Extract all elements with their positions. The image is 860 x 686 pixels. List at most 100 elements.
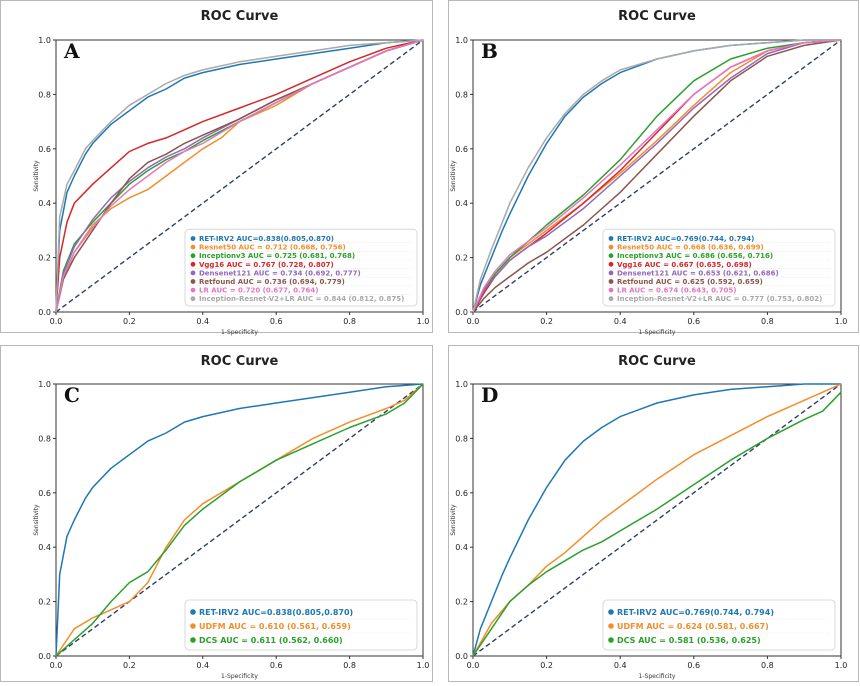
panel-d-legend-marker-1 (608, 609, 614, 615)
panel-d-title: ROC Curve (618, 354, 696, 369)
panel-c-letter: C (64, 383, 80, 407)
panel-b-axes-frame (472, 39, 842, 313)
panel-d-chance-diagonal (472, 383, 842, 657)
panel-b-ytick-label: 0.4 (455, 199, 468, 208)
panel-c-legend-label-3: DCS AUC = 0.611 (0.562, 0.660) (199, 636, 343, 645)
panel-c-ytick-label: 0.8 (38, 434, 51, 443)
panel-a-ylabel: Sensitivity (33, 160, 40, 192)
panel-d-legend-box (602, 599, 836, 651)
panel-d-ytick-label: 0.6 (455, 489, 468, 498)
panel-b-ytick-label: 0.8 (455, 90, 468, 99)
panel-d-xtick-label: 0.4 (614, 661, 627, 670)
panel-b-legend-marker-6 (608, 279, 614, 284)
panel-a-legend-label-7: LR AUC = 0.720 (0.677, 0.764) (199, 287, 318, 295)
panel-c-ytick-label: 1.0 (38, 380, 51, 389)
panel-b-xtick-label: 0.0 (467, 317, 480, 326)
panel-d-xtick-label: 0.2 (540, 661, 553, 670)
panel-b-legend-label-3: Inceptionv3 AUC = 0.686 (0.656, 0.716) (617, 252, 773, 260)
panel-c-series-line-1 (55, 383, 424, 657)
panel-d-series-line-1 (472, 383, 841, 657)
panel-a-xtick-label: 0.0 (50, 317, 63, 326)
panel-d-legend-marker-2 (608, 623, 614, 629)
panel-d-ylabel: Sensitivity (450, 504, 457, 536)
panel-a-xtick-label: 0.8 (343, 317, 356, 326)
panel-a-series-line-8 (55, 39, 424, 313)
panel-a-legend-label-5: Densenet121 AUC = 0.734 (0.692, 0.777) (199, 269, 361, 277)
panel-b-ylabel: Sensitivity (450, 160, 457, 192)
panel-b-legend-label-8: Inception-Resnet-V2+LR AUC = 0.777 (0.75… (617, 295, 822, 303)
panel-a-xtick-label: 0.6 (270, 317, 283, 326)
panel-b-xlabel: 1-Specificity (639, 329, 676, 336)
panel-b-legend-label-6: Retfound AUC = 0.625 (0.592, 0.659) (617, 278, 763, 286)
panel-d-letter: D (481, 383, 498, 407)
panel-c-series-line-2 (55, 383, 424, 657)
panel-b-legend-marker-5 (608, 270, 614, 276)
panel-b-legend-label-2: Resnet50 AUC = 0.668 (0.636, 0.699) (617, 244, 764, 252)
panel-a-title: ROC Curve (201, 9, 279, 24)
panel-c-ylabel: Sensitivity (33, 504, 40, 536)
panel-c-title: ROC Curve (201, 354, 279, 369)
panel-b-ytick-label: 1.0 (455, 36, 468, 45)
panel-b-letter: B (481, 39, 498, 63)
panel-d-series-line-3 (472, 391, 842, 657)
panel-b-legend-marker-7 (608, 287, 614, 293)
panel-c-chance-diagonal (55, 383, 424, 657)
panel-a-ytick-label: 0.6 (38, 145, 51, 154)
panel-a-legend-label-3: Inceptionv3 AUC = 0.725 (0.681, 0.768) (199, 252, 355, 260)
panel-a-legend-marker-3 (190, 253, 196, 259)
panel-c-xtick-label: 0.0 (50, 661, 63, 670)
panel-a: ROC Curve A 0.0 0.2 0.4 0.6 0.8 1.0 0.0 0.2 0.4 0.6… (0, 0, 433, 336)
panel-b-legend-marker-2 (608, 244, 614, 250)
panel-d-ytick-label: 0.4 (455, 543, 468, 552)
panel-c-ytick-label: 0.6 (38, 489, 51, 498)
panel-b-xtick-label: 0.8 (761, 317, 774, 326)
panel-a-series-line-7 (55, 39, 424, 313)
panel-b-chance-diagonal (472, 39, 842, 313)
panel-d-legend-label-1: RET-IRV2 AUC=0.769(0.744, 0.794) (617, 608, 774, 617)
panel-b-ytick-label: 0.6 (455, 145, 468, 154)
panel-a-ytick-label: 0.4 (38, 199, 51, 208)
panel-d-xtick-label: 1.0 (835, 661, 848, 670)
panel-a-legend-marker-1 (190, 236, 196, 241)
panel-c-ytick-label: 0.2 (38, 598, 51, 607)
panel-a-legend-label-8: Inception-Resnet-V2+LR AUC = 0.844 (0.81… (199, 295, 404, 303)
panel-c-ytick-label: 0.0 (38, 652, 51, 661)
panel-a-legend-label-1: RET-IRV2 AUC=0.838(0.805,0.870) (199, 235, 334, 243)
panel-b-series-line-3 (472, 39, 842, 313)
panel-a-ytick-label: 0.2 (38, 254, 51, 263)
panel-a-legend-marker-2 (190, 244, 196, 250)
panel-c-xlabel: 1-Specificity (221, 673, 258, 680)
panel-c-xtick-label: 0.2 (123, 661, 136, 670)
panel-a-xlabel: 1-Specificity (221, 329, 258, 336)
panel-c-xtick-label: 0.6 (270, 661, 283, 670)
panel-b-ytick-label: 0.2 (455, 254, 468, 263)
panel-b-legend-box (602, 228, 836, 307)
panel-c-series-line-3 (55, 383, 424, 657)
panel-a-series-line-4 (55, 39, 424, 313)
panel-a-xtick-label: 1.0 (417, 317, 430, 326)
panel-a-legend-box (184, 228, 418, 307)
panel-b-xtick-label: 0.4 (614, 317, 627, 326)
panel-d-legend-label-3: DCS AUC = 0.581 (0.536, 0.625) (617, 636, 761, 645)
panel-d-xtick-label: 0.8 (761, 661, 774, 670)
panel-d-xtick-label: 0.0 (467, 661, 480, 670)
panel-c-legend-marker-2 (190, 623, 196, 629)
panel-b-series-line-7 (472, 39, 842, 313)
panel-b-legend: RET-IRV2 AUC=0.769(0.744, 0.794)Resnet50… (602, 228, 836, 307)
panel-d-ytick-label: 1.0 (455, 380, 468, 389)
panel-a-legend-label-4: Vgg16 AUC = 0.767 (0.728, 0.807) (199, 261, 334, 269)
panel-a-xtick-label: 0.4 (196, 317, 209, 326)
panel-b-title: ROC Curve (618, 9, 696, 24)
panel-a-legend-label-2: Resnet50 AUC = 0.712 (0.668, 0.756) (199, 244, 346, 252)
panel-b-ytick-label: 0.0 (455, 308, 468, 317)
panel-b-legend-label-4: Vgg16 AUC = 0.667 (0.635, 0.698) (617, 261, 752, 269)
panel-d-axes-frame (472, 383, 842, 657)
panel-c-legend-box (184, 599, 418, 651)
panel-c-xtick-label: 0.4 (196, 661, 209, 670)
panel-a-xtick-label: 0.2 (123, 317, 136, 326)
panel-d-xlabel: 1-Specificity (639, 673, 676, 680)
panel-b-xtick-label: 0.2 (540, 317, 553, 326)
panel-a-legend-marker-5 (190, 270, 196, 276)
panel-c-axes-frame (55, 383, 424, 657)
